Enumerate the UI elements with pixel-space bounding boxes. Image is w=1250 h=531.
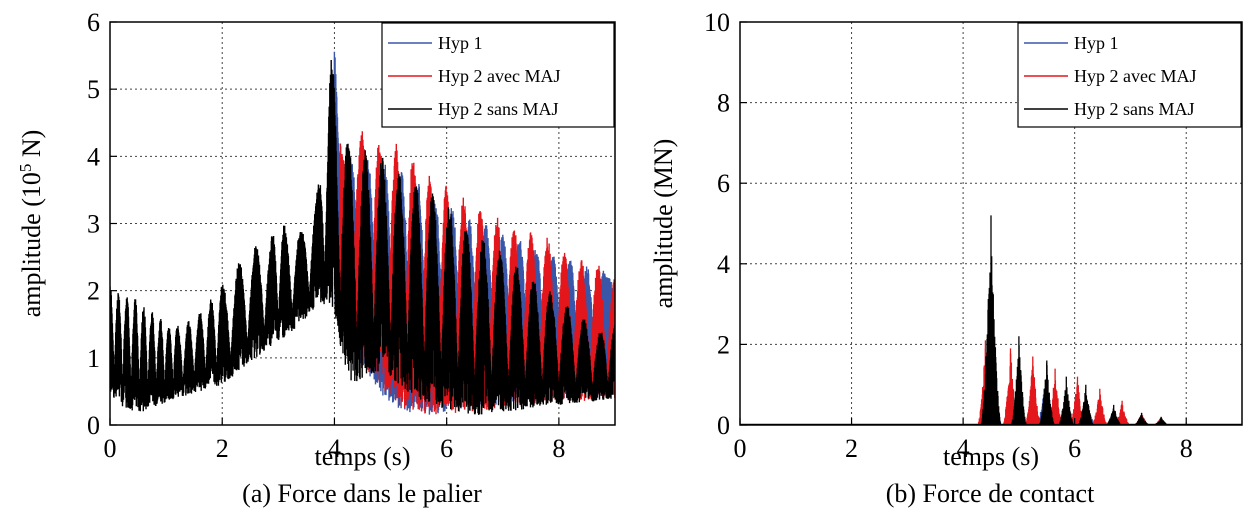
y-tick-label: 1 <box>87 344 100 373</box>
plot-area <box>110 51 615 415</box>
x-tick-label: 6 <box>440 434 453 463</box>
axes-frame <box>739 21 1243 426</box>
y-tick-label: 4 <box>717 250 730 279</box>
series-burst <box>1091 388 1109 425</box>
y-tick-label: 6 <box>87 8 100 37</box>
y-axis-label: amplitude (MN) <box>649 139 678 309</box>
y-tick-label: 2 <box>717 330 730 359</box>
x-tick-label: 0 <box>734 434 747 463</box>
y-tick-label: 3 <box>87 210 100 239</box>
legend: Hyp 1 Hyp 2 avec MAJ Hyp 2 sans MAJ <box>1017 22 1242 128</box>
plot-area <box>740 215 1242 425</box>
series-burst <box>980 215 1002 425</box>
caption: (a) Force dans le palier <box>242 479 482 508</box>
x-tick-label: 8 <box>1180 434 1193 463</box>
series-burst <box>1058 376 1075 425</box>
legend-label: Hyp 2 sans MAJ <box>1074 99 1195 119</box>
x-axis-label: temps (s) <box>943 442 1039 471</box>
y-tick-label: 6 <box>717 169 730 198</box>
y-tick-label: 0 <box>87 411 100 440</box>
legend-label: Hyp 2 sans MAJ <box>438 99 559 119</box>
x-axis-label: temps (s) <box>314 442 410 471</box>
x-tick-label: 2 <box>216 434 229 463</box>
legend-label: Hyp 2 avec MAJ <box>1074 66 1196 86</box>
y-axis-label: amplitude (105 N) <box>16 130 46 318</box>
y-axis-label-main: amplitude (MN) <box>649 139 678 309</box>
series-burst <box>1133 412 1150 425</box>
series-line <box>110 60 615 415</box>
series-burst <box>1105 404 1122 425</box>
x-tick-label: 4 <box>328 434 341 463</box>
x-tick-label: 2 <box>845 434 858 463</box>
y-axis-label-main: amplitude (10 <box>17 172 46 317</box>
y-tick-label: 2 <box>87 277 100 306</box>
x-tick-label: 6 <box>1068 434 1081 463</box>
y-tick-label: 8 <box>717 89 730 118</box>
series-burst <box>1024 356 1042 425</box>
series-burst <box>1010 336 1028 425</box>
series-burst <box>1038 360 1056 425</box>
y-axis-label-tail: N) <box>17 130 46 164</box>
caption: (b) Force de contact <box>886 479 1095 508</box>
y-tick-label: 4 <box>87 142 100 171</box>
legend-label: Hyp 1 <box>438 33 483 53</box>
x-tick-label: 8 <box>552 434 565 463</box>
y-axis-label-sup: 5 <box>16 164 35 173</box>
series-3 <box>110 60 615 415</box>
y-tick-label: 5 <box>87 75 100 104</box>
y-tick-label: 10 <box>704 8 730 37</box>
legend: Hyp 1 Hyp 2 avec MAJ Hyp 2 sans MAJ <box>381 22 615 128</box>
series-3 <box>740 215 1242 425</box>
chart-b: 0 2 4 6 8 0 2 4 6 8 10 temps (s) amplitude (MN) (b) F… <box>649 8 1243 508</box>
series-burst <box>1077 384 1095 425</box>
legend-label: Hyp 2 avec MAJ <box>438 66 560 86</box>
legend-label: Hyp 1 <box>1074 33 1119 53</box>
x-tick-label: 0 <box>104 434 117 463</box>
x-tick-label: 4 <box>957 434 970 463</box>
y-tick-label: 0 <box>717 411 730 440</box>
